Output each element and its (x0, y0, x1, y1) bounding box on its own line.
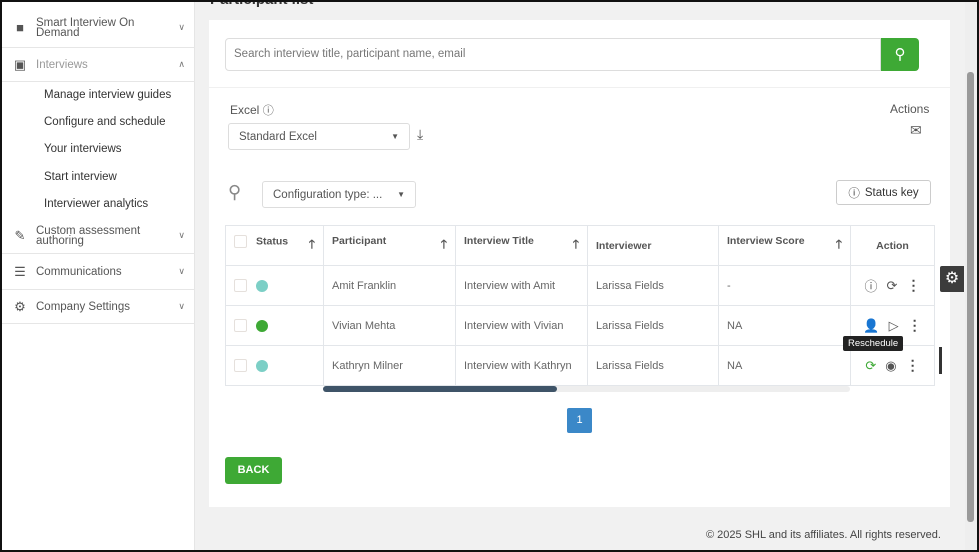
table-header: Status 🡑 Participant 🡑 Interview Title 🡑 In… (225, 225, 935, 266)
filter-settings-icon[interactable]: ⚲ (228, 182, 242, 202)
table-row: Vivian Mehta Interview with Vivian Laris… (225, 305, 935, 346)
status-dot (256, 279, 268, 292)
sort-arrow-icon[interactable]: 🡑 (440, 237, 447, 251)
page-scrollbar[interactable] (965, 2, 977, 550)
sidebar-item-communications[interactable]: ☰ Communications ∨ (2, 254, 195, 290)
header-interview-score[interactable]: Interview Score 🡑 (718, 225, 851, 266)
score-cell: - (718, 265, 851, 306)
chevron-down-icon: ∨ (178, 266, 185, 276)
sidebar-item-smart-interview[interactable]: ■ Smart Interview On Demand ∨ (2, 8, 195, 48)
sidebar: ■ Smart Interview On Demand ∨ ▣ Interviews ∧… (2, 2, 195, 550)
caret-down-icon: ▼ (397, 190, 405, 199)
participant-table: Status 🡑 Participant 🡑 Interview Title 🡑 In… (225, 225, 935, 386)
info-icon: ⓘ (848, 187, 860, 200)
header-status[interactable]: Status 🡑 (225, 225, 324, 266)
configuration-type-select[interactable]: Configuration type: ... ▼ (262, 181, 416, 208)
more-options-icon[interactable]: ⋮ (906, 277, 921, 293)
subitem-interviewer-analytics[interactable]: Interviewer analytics (44, 198, 149, 210)
gear-icon: ⚙ (14, 298, 26, 314)
excel-label: Excel ⓘ (230, 103, 274, 117)
footer-copyright: © 2025 SHL and its affiliates. All right… (706, 529, 941, 541)
score-cell: NA (718, 305, 851, 346)
table-horizontal-scrollbar[interactable] (323, 386, 850, 392)
title-cell: Interview with Amit (455, 265, 588, 306)
search-button[interactable]: ⚲ (881, 38, 919, 71)
more-options-icon[interactable]: ⋮ (905, 357, 920, 373)
participant-cell: Kathryn Milner (323, 345, 456, 386)
interviewer-cell: Larissa Fields (587, 345, 719, 386)
header-participant[interactable]: Participant 🡑 (323, 225, 456, 266)
score-cell: NA (718, 345, 851, 386)
caret-down-icon: ▼ (391, 132, 399, 141)
settings-gear-button[interactable]: ⚙ (940, 266, 964, 292)
person-icon[interactable]: 👤 (863, 317, 880, 333)
chevron-up-icon: ∧ (178, 59, 185, 69)
sort-arrow-icon[interactable]: 🡑 (308, 237, 315, 251)
row-checkbox[interactable] (234, 319, 247, 332)
table-row: Kathryn Milner Interview with Kathryn La… (225, 345, 935, 386)
sidebar-item-custom-assessment[interactable]: ✎ Custom assessment authoring ∨ (2, 218, 195, 254)
reschedule-icon[interactable]: ⟳ (865, 357, 877, 373)
row-checkbox[interactable] (234, 279, 247, 292)
edit-icon: ✎ (14, 227, 26, 243)
add-interviewer-icon[interactable]: ⓘ (864, 279, 878, 294)
video-camera-icon: ■ (16, 20, 24, 35)
eye-icon[interactable]: ◉ (885, 357, 897, 373)
divider (209, 87, 950, 88)
page-title: Participant list (210, 0, 313, 8)
chevron-down-icon: ∨ (178, 22, 185, 32)
interviewer-cell: Larissa Fields (587, 265, 719, 306)
sort-arrow-icon[interactable]: 🡑 (835, 237, 842, 251)
download-icon[interactable]: ⤓ (417, 126, 424, 142)
sidebar-item-interviews[interactable]: ▣ Interviews ∧ (2, 48, 195, 82)
row-checkbox[interactable] (234, 359, 247, 372)
interviewer-cell: Larissa Fields (587, 305, 719, 346)
page-1-button[interactable]: 1 (567, 408, 592, 433)
subitem-configure-schedule[interactable]: Configure and schedule (44, 116, 166, 128)
table-row: Amit Franklin Interview with Amit Lariss… (225, 265, 935, 306)
sort-arrow-icon[interactable]: 🡑 (572, 237, 579, 251)
interview-board-icon: ▣ (13, 56, 27, 72)
title-cell: Interview with Kathryn (455, 345, 588, 386)
sidebar-item-company-settings[interactable]: ⚙ Company Settings ∨ (2, 290, 195, 324)
chevron-down-icon: ∨ (178, 230, 185, 240)
participant-cell: Vivian Mehta (323, 305, 456, 346)
header-interview-title[interactable]: Interview Title 🡑 (455, 225, 588, 266)
subitem-manage-guides[interactable]: Manage interview guides (44, 89, 172, 101)
play-icon[interactable]: ▷ (888, 317, 899, 333)
back-button[interactable]: BACK (225, 457, 282, 484)
status-key-button[interactable]: ⓘ Status key (836, 180, 931, 205)
header-action: Action (850, 225, 935, 266)
scrollbar-thumb[interactable] (323, 386, 557, 392)
status-dot (256, 319, 268, 332)
scrollbar-thumb[interactable] (967, 72, 974, 522)
search-input[interactable]: Search interview title, participant name… (225, 38, 881, 71)
actions-label: Actions (890, 102, 930, 116)
excel-format-select[interactable]: Standard Excel ▼ (228, 123, 410, 150)
info-icon[interactable]: ⓘ (262, 105, 274, 117)
reschedule-tooltip: Reschedule (843, 336, 904, 351)
subitem-start-interview[interactable]: Start interview (44, 171, 117, 183)
header-interviewer: Interviewer (587, 225, 719, 266)
search-icon: ⚲ (894, 46, 906, 63)
participant-cell: Amit Franklin (323, 265, 456, 306)
email-icon[interactable]: ✉ (910, 122, 922, 138)
more-options-icon[interactable]: ⋮ (907, 317, 922, 333)
title-cell: Interview with Vivian (455, 305, 588, 346)
table-vertical-scrollbar[interactable] (939, 347, 942, 374)
chevron-down-icon: ∨ (178, 301, 185, 311)
list-icon: ☰ (14, 263, 26, 279)
select-all-checkbox[interactable] (234, 235, 247, 248)
reschedule-icon[interactable]: ⟳ (886, 277, 898, 293)
subitem-your-interviews[interactable]: Your interviews (44, 143, 122, 155)
status-dot (256, 359, 268, 372)
